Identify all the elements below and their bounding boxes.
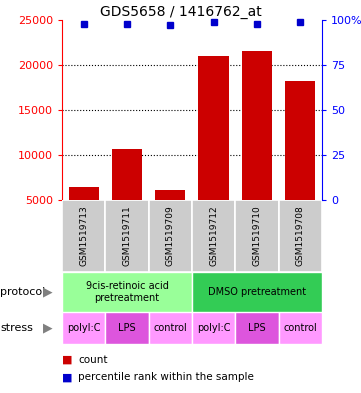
Text: polyI:C: polyI:C (197, 323, 230, 333)
Text: stress: stress (0, 323, 33, 333)
Text: GSM1519708: GSM1519708 (296, 206, 305, 266)
FancyBboxPatch shape (62, 312, 105, 344)
Text: DMSO pretreatment: DMSO pretreatment (208, 287, 306, 297)
Text: control: control (283, 323, 317, 333)
Bar (112, 149, 142, 245)
Text: GSM1519710: GSM1519710 (252, 206, 261, 266)
Bar (285, 81, 316, 245)
Text: ▶: ▶ (43, 321, 52, 334)
FancyBboxPatch shape (62, 272, 192, 312)
Text: LPS: LPS (248, 323, 266, 333)
Text: ■: ■ (62, 373, 73, 382)
Text: percentile rank within the sample: percentile rank within the sample (78, 373, 254, 382)
FancyBboxPatch shape (149, 312, 192, 344)
Text: protocol: protocol (0, 287, 45, 297)
Text: GSM1519713: GSM1519713 (79, 206, 88, 266)
FancyBboxPatch shape (279, 312, 322, 344)
Text: LPS: LPS (118, 323, 136, 333)
Text: GSM1519711: GSM1519711 (122, 206, 131, 266)
Bar (242, 51, 272, 245)
Bar (199, 56, 229, 245)
Text: ▶: ▶ (43, 285, 52, 299)
FancyBboxPatch shape (62, 200, 105, 272)
FancyBboxPatch shape (192, 200, 235, 272)
FancyBboxPatch shape (235, 312, 279, 344)
FancyBboxPatch shape (149, 200, 192, 272)
FancyBboxPatch shape (235, 200, 279, 272)
Text: polyI:C: polyI:C (67, 323, 100, 333)
Text: control: control (153, 323, 187, 333)
Bar (155, 190, 186, 245)
Text: count: count (78, 355, 108, 365)
FancyBboxPatch shape (105, 200, 149, 272)
FancyBboxPatch shape (192, 312, 235, 344)
Text: 9cis-retinoic acid
pretreatment: 9cis-retinoic acid pretreatment (86, 281, 169, 303)
Text: GSM1519709: GSM1519709 (166, 206, 175, 266)
FancyBboxPatch shape (279, 200, 322, 272)
FancyBboxPatch shape (192, 272, 322, 312)
Text: GSM1519712: GSM1519712 (209, 206, 218, 266)
Bar (69, 187, 99, 245)
Text: GDS5658 / 1416762_at: GDS5658 / 1416762_at (100, 5, 261, 19)
FancyBboxPatch shape (105, 312, 149, 344)
Text: ■: ■ (62, 355, 73, 365)
